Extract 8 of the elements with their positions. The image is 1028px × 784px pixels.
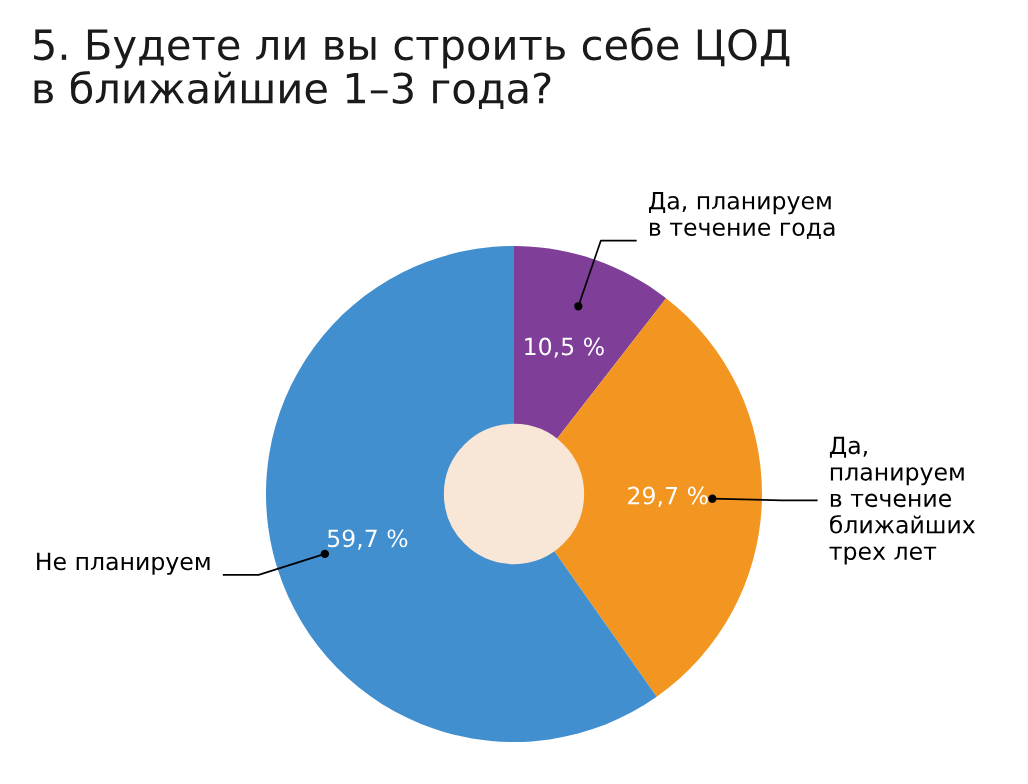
donut-slice bbox=[514, 246, 667, 440]
slice-label: Да, планируем в течение года bbox=[649, 192, 835, 239]
data-label: 59,7 % bbox=[327, 529, 408, 550]
data-label: 29,7 % bbox=[628, 486, 708, 507]
slice-label: Не планируем bbox=[37, 552, 210, 575]
data-label: 10,5 % bbox=[525, 337, 604, 358]
chart-title: 5. Будете ли вы строить себе ЦОД в ближайшие 1–3 года? bbox=[34, 27, 790, 110]
slice-label: Да, планируем в течение ближайших трех лет bbox=[829, 436, 975, 565]
